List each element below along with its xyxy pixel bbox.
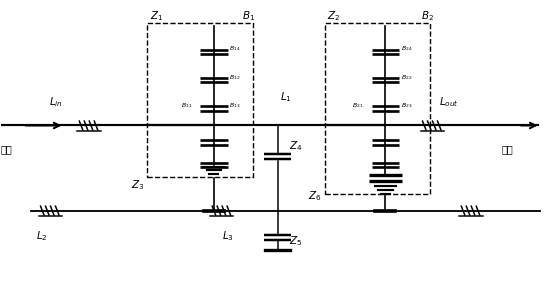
Text: $L_{in}$: $L_{in}$ — [49, 96, 63, 109]
Text: $B_{24}$: $B_{24}$ — [401, 44, 412, 53]
Text: $Z_2$: $Z_2$ — [327, 9, 341, 23]
Text: $Z_3$: $Z_3$ — [131, 178, 145, 192]
Text: $Z_4$: $Z_4$ — [289, 140, 302, 153]
Text: $L_1$: $L_1$ — [280, 90, 292, 104]
Text: $B_{14}$: $B_{14}$ — [229, 44, 241, 53]
Text: $B_2$: $B_2$ — [421, 9, 435, 23]
Text: 输入: 输入 — [1, 144, 12, 154]
Text: $B_{22}$: $B_{22}$ — [401, 73, 412, 82]
Text: $B_{21}$: $B_{21}$ — [352, 101, 364, 110]
Text: $L_{out}$: $L_{out}$ — [439, 96, 459, 109]
Text: $B_1$: $B_1$ — [241, 9, 255, 23]
Text: $Z_5$: $Z_5$ — [289, 235, 302, 249]
Text: $B_{11}$: $B_{11}$ — [180, 101, 192, 110]
Text: $L_3$: $L_3$ — [222, 229, 234, 243]
Text: $Z_1$: $Z_1$ — [150, 9, 164, 23]
Text: $L_2$: $L_2$ — [37, 229, 48, 243]
Text: $B_{12}$: $B_{12}$ — [229, 73, 241, 82]
Text: $B_{13}$: $B_{13}$ — [229, 101, 241, 110]
Text: $Z_6$: $Z_6$ — [309, 189, 322, 203]
Text: $B_{23}$: $B_{23}$ — [401, 101, 412, 110]
Text: 输出: 输出 — [502, 144, 513, 154]
